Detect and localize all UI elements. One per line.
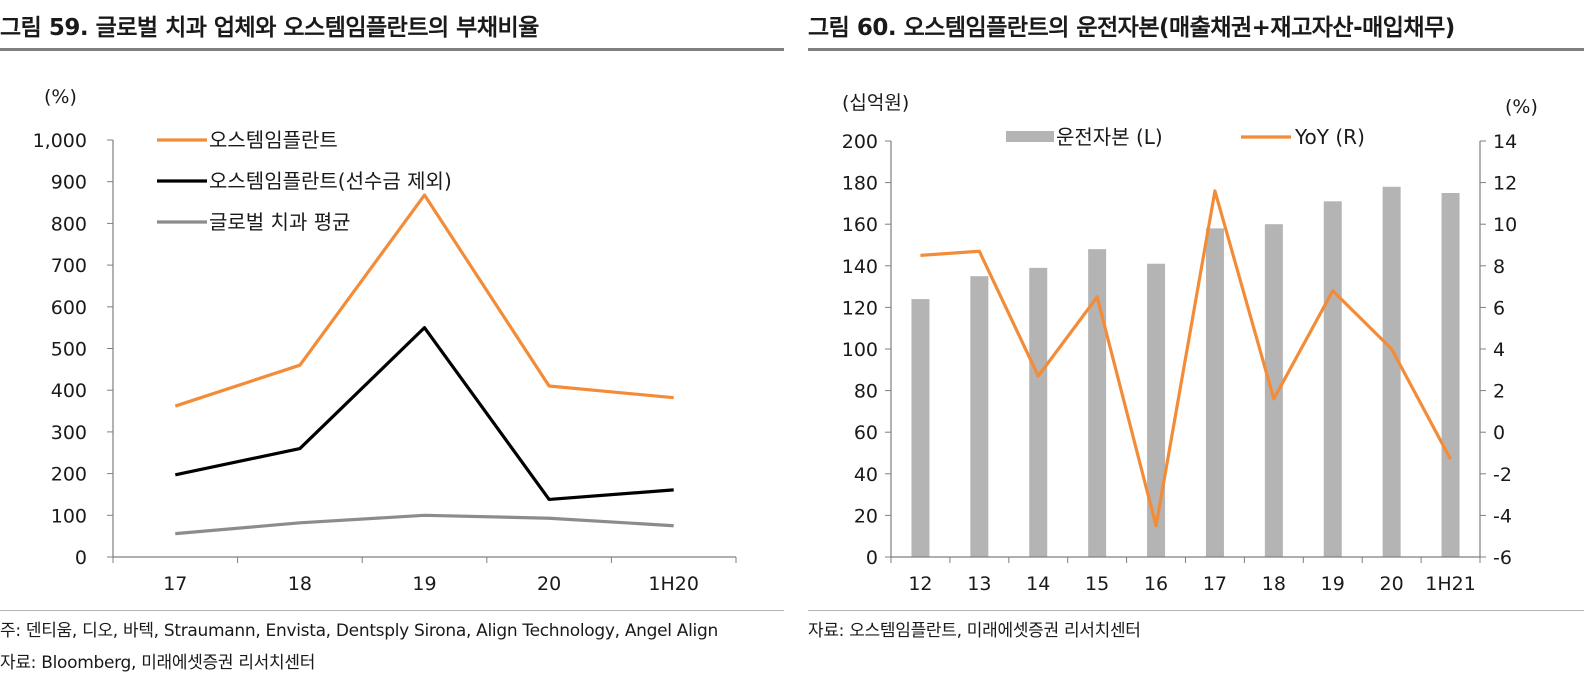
right-y-tick-label-right: -6 xyxy=(1493,547,1512,569)
right-x-tick-label: 15 xyxy=(1085,573,1109,595)
right-y-tick-label-right: -2 xyxy=(1493,464,1512,486)
right-title-rule xyxy=(808,48,1584,51)
left-x-tick-label: 19 xyxy=(412,573,436,595)
right-figure-title: 그림 60. 오스템임플란트의 운전자본(매출채권+재고자산-매입채무) xyxy=(808,15,1455,41)
left-y-axis-label: (%) xyxy=(44,86,77,108)
left-x-tick-label: 1H20 xyxy=(648,573,699,595)
right-y-tick-label-left: 20 xyxy=(854,505,878,527)
right-x-tick-label: 12 xyxy=(908,573,932,595)
right-figure: 그림 60. 오스템임플란트의 운전자본(매출채권+재고자산-매입채무) 0 20… xyxy=(808,0,1584,690)
left-y-tick-label: 400 xyxy=(51,380,87,402)
right-y-tick-label-right: -4 xyxy=(1493,505,1512,527)
left-figure-title: 그림 59. 글로벌 치과 업체와 오스템임플란트의 부채비율 xyxy=(0,15,539,41)
left-chart: 0 100 200 300 400 500 600 700 800 900 1,000 17 18 19 2… xyxy=(33,86,737,595)
left-y-tick-label: 900 xyxy=(51,172,87,194)
left-footer-rule xyxy=(0,610,784,611)
right-y-tick-label-left: 100 xyxy=(842,339,878,361)
left-series-line-0 xyxy=(174,193,674,408)
right-x-tick-label: 18 xyxy=(1262,573,1286,595)
right-legend-swatch-bar xyxy=(1006,131,1054,142)
left-y-tick-label: 0 xyxy=(75,547,87,569)
right-bar xyxy=(1441,193,1460,557)
right-chart: 0 20 40 60 80 100 120 140 160 180 200 -6 -4 -2 0 2 4 6 8 10… xyxy=(842,92,1538,595)
right-y-tick-label-left: 160 xyxy=(842,214,878,236)
right-x-tick-label: 20 xyxy=(1380,573,1404,595)
right-footer-rule xyxy=(808,610,1584,611)
right-legend-label-line: YoY (R) xyxy=(1294,125,1365,149)
right-bar xyxy=(1323,201,1342,557)
right-y-axis-label-right: (%) xyxy=(1505,96,1538,118)
right-yoy-line xyxy=(920,189,1452,528)
right-bar xyxy=(911,299,930,557)
right-y-tick-label-right: 6 xyxy=(1493,297,1505,319)
right-y-tick-label-right: 12 xyxy=(1493,173,1517,195)
right-y-tick-label-left: 200 xyxy=(842,131,878,153)
left-y-tick-label: 100 xyxy=(51,505,87,527)
left-x-tick-label: 20 xyxy=(537,573,561,595)
right-bar xyxy=(1088,249,1107,557)
right-y-tick-label-right: 2 xyxy=(1493,381,1505,403)
right-y-tick-label-right: 4 xyxy=(1493,339,1505,361)
left-y-tick-label: 1,000 xyxy=(33,130,87,152)
right-bar xyxy=(1029,267,1048,557)
left-legend-label-0: 오스템임플란트 xyxy=(209,128,338,152)
right-y-tick-label-right: 14 xyxy=(1493,131,1517,153)
left-legend-label-1: 오스템임플란트(선수금 제외) xyxy=(209,169,452,193)
right-legend-label-bar: 운전자본 (L) xyxy=(1056,125,1163,149)
right-y-tick-label-right: 0 xyxy=(1493,422,1505,444)
right-y-tick-label-right: 8 xyxy=(1493,256,1505,278)
left-y-tick-label: 500 xyxy=(51,339,87,361)
right-y-tick-label-left: 120 xyxy=(842,297,878,319)
right-bar xyxy=(1264,224,1283,557)
right-note-1: 자료: 오스템임플란트, 미래에셋증권 리서치센터 xyxy=(808,621,1141,641)
right-x-tick-label: 13 xyxy=(967,573,991,595)
left-x-tick-label: 17 xyxy=(163,573,187,595)
left-y-tick-label: 700 xyxy=(51,255,87,277)
right-x-tick-label: 19 xyxy=(1321,573,1345,595)
right-bar xyxy=(1147,263,1166,557)
right-x-tick-label: 16 xyxy=(1144,573,1168,595)
right-y-axis-label-left: (십억원) xyxy=(842,92,909,114)
right-x-tick-label: 1H21 xyxy=(1425,573,1476,595)
left-x-tick-label: 18 xyxy=(288,573,312,595)
right-y-tick-label-left: 40 xyxy=(854,464,878,486)
right-y-tick-label-left: 0 xyxy=(866,547,878,569)
left-y-tick-label: 300 xyxy=(51,422,87,444)
left-y-tick-label: 200 xyxy=(51,464,87,486)
right-y-tick-label-left: 180 xyxy=(842,173,878,195)
left-y-tick-label: 600 xyxy=(51,297,87,319)
right-bar xyxy=(1382,186,1401,557)
right-x-tick-label: 14 xyxy=(1026,573,1050,595)
left-note-2: 자료: Bloomberg, 미래에셋증권 리서치센터 xyxy=(0,653,316,673)
left-note-1: 주: 덴티움, 디오, 바텍, Straumann, Envista, Dent… xyxy=(0,621,718,641)
right-x-tick-label: 17 xyxy=(1203,573,1227,595)
left-figure: 그림 59. 글로벌 치과 업체와 오스템임플란트의 부채비율 0 100 200 3… xyxy=(0,0,784,690)
right-y-tick-label-left: 140 xyxy=(842,256,878,278)
right-bar xyxy=(1205,228,1224,558)
right-y-tick-label-right: 10 xyxy=(1493,214,1517,236)
left-series-line-1 xyxy=(174,326,674,502)
right-bar xyxy=(970,276,989,557)
right-y-tick-label-left: 80 xyxy=(854,381,878,403)
left-title-rule xyxy=(0,48,784,51)
left-legend-label-2: 글로벌 치과 평균 xyxy=(209,210,351,234)
left-series-line-2 xyxy=(175,513,674,536)
right-y-tick-label-left: 60 xyxy=(854,422,878,444)
left-y-tick-label: 800 xyxy=(51,213,87,235)
